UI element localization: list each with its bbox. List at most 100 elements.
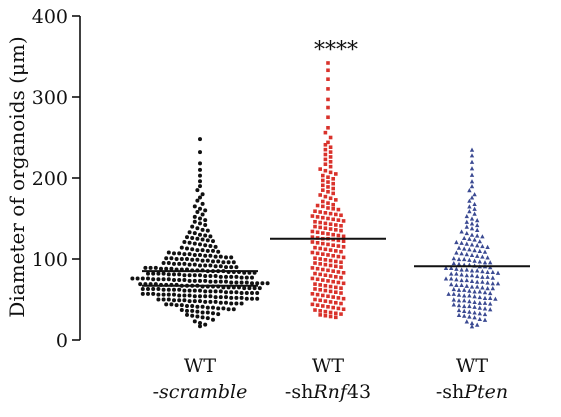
point-1-127	[313, 271, 317, 276]
point-0-278	[205, 316, 210, 321]
point-1-75	[315, 230, 320, 235]
point-0-241	[187, 299, 192, 304]
point-1-151	[339, 291, 343, 295]
point-0-143	[156, 277, 161, 282]
point-0-131	[218, 274, 223, 279]
point-0-117	[146, 271, 150, 276]
point-1-146	[313, 287, 317, 291]
point-1-129	[323, 273, 328, 277]
point-0-218	[172, 292, 176, 297]
point-2-134	[482, 300, 488, 305]
point-2-99	[490, 281, 495, 286]
point-0-77	[221, 260, 226, 265]
category-suffix-1: 43	[347, 381, 371, 403]
point-0-274	[185, 312, 189, 317]
point-0-157	[229, 280, 234, 285]
point-2-144	[456, 307, 462, 313]
point-0-90	[213, 264, 218, 269]
point-0-251	[239, 301, 244, 306]
point-1-150	[334, 290, 338, 295]
point-1-175	[328, 310, 333, 315]
point-1-135	[321, 278, 325, 282]
point-0-237	[166, 297, 171, 302]
point-2-86	[475, 273, 480, 279]
point-2-157	[469, 320, 475, 326]
point-0-193	[161, 287, 166, 292]
point-0-96	[148, 265, 153, 270]
point-0-120	[161, 271, 166, 276]
point-0-216	[161, 292, 166, 297]
point-0-156	[224, 279, 228, 284]
point-1-138	[336, 280, 341, 285]
point-0-33	[190, 235, 195, 240]
point-2-79	[490, 269, 495, 275]
point-2-152	[467, 314, 472, 319]
y-ticks	[72, 15, 80, 341]
point-0-262	[216, 306, 221, 311]
point-2-89	[490, 275, 495, 280]
point-0-17	[192, 214, 197, 219]
point-1-52	[328, 211, 333, 216]
point-0-123	[177, 272, 182, 277]
point-2-80	[495, 270, 501, 275]
point-2-118	[446, 291, 451, 296]
point-0-38	[182, 239, 187, 244]
point-0-271	[205, 310, 210, 315]
point-0-119	[156, 271, 161, 276]
point-1-56	[315, 215, 320, 219]
point-2-50	[469, 252, 475, 258]
point-0-146	[172, 278, 176, 283]
point-2-110	[451, 286, 456, 292]
point-0-37	[211, 239, 215, 244]
point-0-56	[182, 252, 187, 257]
point-1-125	[336, 270, 341, 274]
point-1-55	[310, 214, 315, 218]
point-1-48	[336, 207, 341, 212]
point-1-39	[328, 196, 333, 201]
point-1-11	[323, 142, 328, 147]
y-tick-label-1: 100	[32, 249, 68, 271]
point-2-119	[451, 291, 456, 296]
point-0-260	[205, 305, 210, 310]
point-0-212	[140, 291, 145, 296]
point-2-27	[469, 232, 475, 237]
point-2-87	[480, 274, 485, 279]
point-1-155	[326, 294, 330, 299]
point-1-180	[328, 314, 333, 319]
point-1-128	[318, 272, 322, 277]
point-0-23	[190, 224, 195, 229]
point-1-17	[323, 157, 328, 162]
point-2-140	[472, 304, 477, 309]
point-2-46	[482, 249, 488, 254]
point-2-17	[469, 216, 475, 221]
point-1-181	[334, 315, 338, 320]
point-1-54	[339, 213, 343, 218]
point-1-40	[334, 198, 338, 202]
point-0-232	[244, 296, 249, 301]
point-0-195	[172, 287, 176, 292]
point-0-255	[179, 303, 184, 308]
point-1-18	[328, 160, 333, 164]
category-label-line1-1: WT	[312, 355, 345, 377]
point-0-220	[182, 293, 187, 298]
point-2-111	[456, 287, 462, 292]
point-0-222	[192, 294, 197, 299]
point-2-88	[485, 274, 490, 279]
point-2-120	[456, 292, 462, 297]
point-2-77	[480, 269, 485, 274]
point-1-109	[318, 257, 322, 261]
point-1-152	[310, 292, 315, 296]
point-1-61	[341, 219, 346, 223]
y-tick-label-0: 0	[56, 330, 68, 352]
point-2-61	[488, 260, 493, 265]
point-1-65	[328, 222, 333, 226]
point-1-92	[331, 243, 335, 248]
point-1-90	[321, 241, 325, 246]
point-2-78	[485, 269, 490, 275]
point-2-6	[469, 184, 475, 189]
point-0-266	[179, 308, 184, 313]
point-0-224	[203, 294, 208, 299]
point-0-250	[234, 301, 239, 306]
point-1-44	[315, 203, 320, 208]
